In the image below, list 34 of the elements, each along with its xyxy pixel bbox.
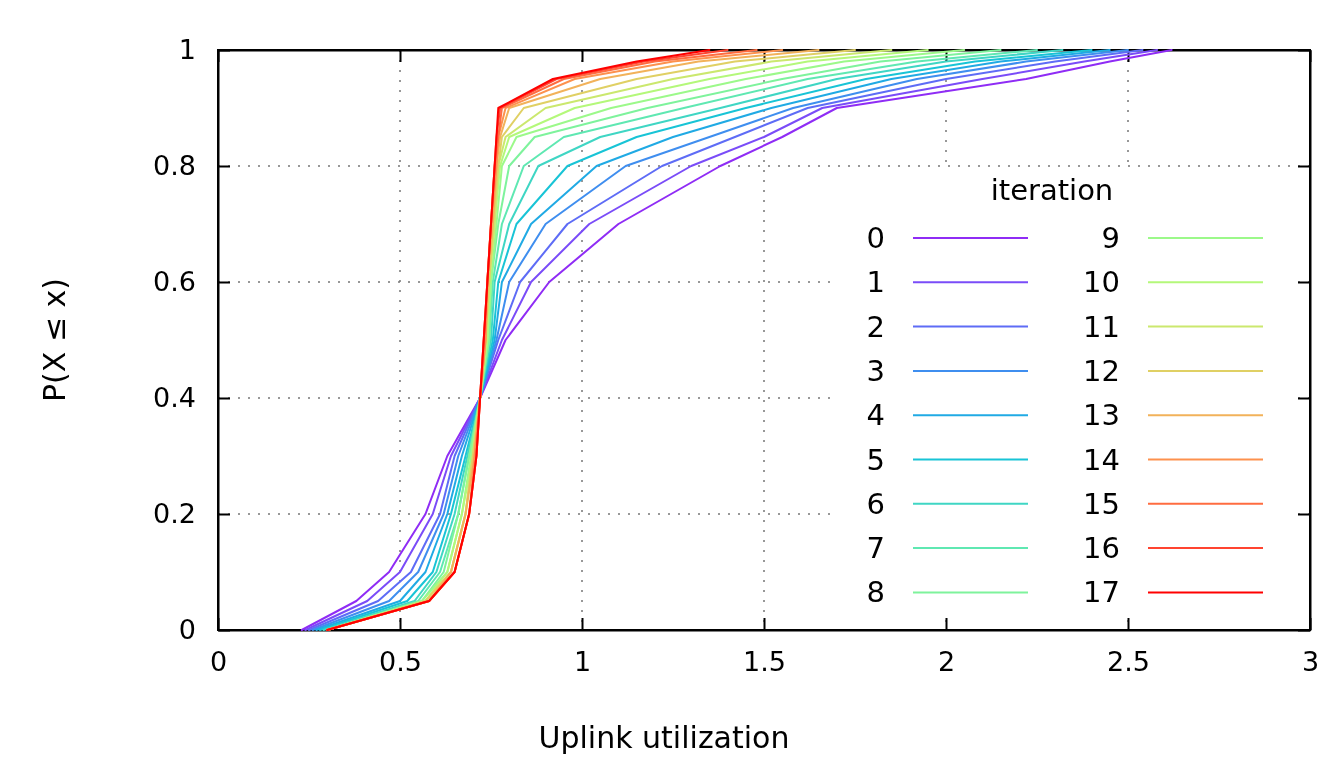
- y-tick-label: 0.2: [153, 498, 196, 530]
- legend-title: iteration: [990, 173, 1114, 207]
- legend-label: 16: [1083, 531, 1120, 566]
- legend-label: 1: [866, 265, 885, 300]
- x-tick-label: 2: [937, 646, 956, 678]
- legend-label: 6: [866, 486, 885, 521]
- y-tick-label: 0.8: [153, 150, 196, 182]
- legend-label: 7: [866, 531, 885, 566]
- legend-label: 17: [1083, 575, 1120, 610]
- legend-label: 15: [1083, 486, 1120, 521]
- legend-label: 14: [1083, 442, 1120, 477]
- legend-label: 9: [1101, 221, 1120, 255]
- y-tick-label: 0: [178, 614, 196, 646]
- legend-label: 13: [1083, 398, 1120, 433]
- x-tick-label: 0: [209, 646, 228, 678]
- legend-label: 12: [1083, 353, 1120, 388]
- y-tick-label: 0.4: [153, 382, 196, 414]
- legend-label: 0: [866, 221, 885, 255]
- y-tick-label: 0.6: [153, 266, 196, 298]
- x-tick-label: 3: [1301, 646, 1320, 678]
- y-tick-label: 1: [178, 34, 196, 66]
- x-tick-label: 0.5: [379, 646, 422, 678]
- legend-label: 8: [866, 575, 885, 610]
- y-axis-title: P(X ≤ x): [37, 277, 72, 403]
- legend-label: 11: [1083, 309, 1120, 344]
- legend-label: 2: [866, 309, 885, 344]
- x-tick-label: 1.5: [743, 646, 786, 678]
- x-axis-title: Uplink utilization: [538, 720, 790, 755]
- legend-label: 10: [1083, 265, 1120, 300]
- legend-label: 3: [866, 353, 885, 388]
- x-tick-label: 2.5: [1107, 646, 1150, 678]
- legend-label: 5: [866, 442, 885, 477]
- x-tick-label: 1: [573, 646, 592, 678]
- legend-label: 4: [866, 398, 885, 433]
